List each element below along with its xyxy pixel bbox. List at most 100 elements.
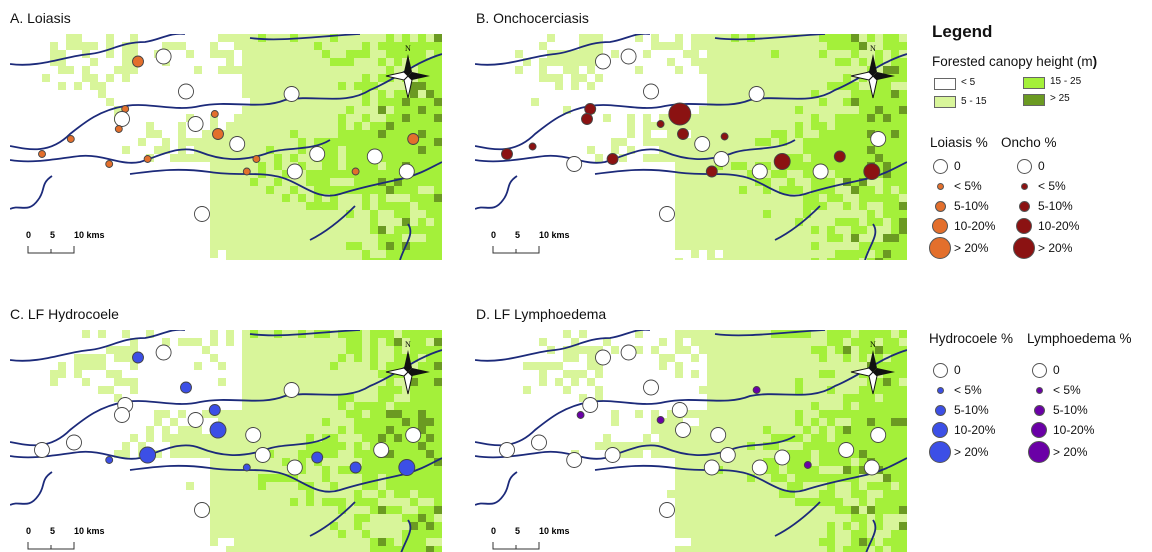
scale-bar-label: 10 kms (539, 230, 570, 240)
survey-site-marker (114, 111, 130, 127)
river-line (475, 471, 518, 506)
canopy-swatch-gt25 (1023, 94, 1045, 106)
survey-site-marker (595, 53, 611, 70)
canopy-label-5-15: 5 - 15 (961, 96, 987, 107)
north-arrow-icon: N (385, 340, 430, 395)
legend-class-label: < 5% (1038, 179, 1066, 193)
survey-site-marker (187, 412, 204, 428)
river-line (10, 139, 331, 164)
survey-site-marker (242, 463, 251, 472)
survey-site-marker (656, 416, 665, 424)
survey-site-marker (620, 344, 637, 361)
north-arrow-icon: N (850, 340, 895, 395)
survey-site-marker (351, 167, 360, 176)
survey-site-marker (105, 456, 114, 464)
survey-site-marker (209, 421, 227, 439)
legend-header-oncho: Oncho % (1001, 135, 1057, 150)
survey-site-marker (812, 163, 829, 180)
survey-site-marker (581, 113, 593, 125)
scale-bar: 0 5 10 kms (491, 526, 570, 550)
survey-site-marker (194, 502, 210, 518)
legend-symbol-lymphoedema (1028, 441, 1050, 463)
river-line (475, 34, 650, 66)
scale-bar-label: 10 kms (74, 526, 105, 536)
survey-site-marker (178, 83, 194, 100)
survey-site-marker (349, 461, 362, 474)
survey-site-marker (194, 206, 210, 222)
survey-site-marker (643, 83, 659, 100)
canopy-legend-title: Forested canopy height (m) (932, 54, 1098, 69)
river-line (714, 34, 826, 41)
river-line (475, 435, 796, 460)
survey-site-marker (713, 151, 730, 167)
panel-title-b: B. Onchocerciasis (476, 10, 589, 26)
survey-site-marker (803, 461, 812, 469)
river-line (10, 330, 185, 362)
survey-site-marker (863, 459, 880, 476)
legend-symbol-lymphoedema (1031, 362, 1047, 378)
survey-site-marker (582, 397, 599, 413)
survey-site-marker (694, 136, 711, 152)
river-line (10, 349, 442, 447)
survey-site-marker (105, 160, 114, 168)
river-line (10, 435, 331, 460)
scale-bar-label: 5 (50, 230, 55, 240)
survey-site-marker (212, 128, 224, 140)
survey-site-marker (311, 451, 324, 464)
survey-site-marker (254, 447, 271, 463)
panel-title-c: C. LF Hydrocoele (10, 306, 119, 322)
survey-site-marker (774, 449, 791, 466)
scale-bar-label: 0 (26, 230, 31, 240)
survey-site-marker (407, 133, 420, 145)
legend-class-label: < 5% (954, 383, 982, 397)
legend-class-label: > 20% (954, 445, 989, 459)
survey-site-marker (208, 404, 221, 416)
legend-class-label: 10-20% (954, 219, 996, 233)
map-panel-b: N 0 5 10 kms (475, 34, 907, 260)
survey-site-marker (863, 163, 881, 180)
survey-site-marker (838, 442, 855, 458)
river-line (249, 34, 361, 41)
survey-site-marker (283, 86, 300, 102)
scale-bar-label: 5 (515, 230, 520, 240)
river-line (10, 53, 442, 151)
survey-site-marker (528, 142, 537, 151)
survey-site-marker (366, 148, 383, 165)
legend-symbol-hydrocoele (929, 441, 951, 463)
canopy-label-gt25: > 25 (1050, 93, 1070, 104)
scale-bar: 0 5 10 kms (26, 230, 105, 254)
survey-site-marker (139, 446, 157, 464)
canopy-swatch-15-25 (1023, 77, 1045, 89)
scale-bar-label: 0 (491, 230, 496, 240)
survey-site-marker (114, 125, 123, 133)
legend-symbol-hydrocoele (932, 362, 948, 378)
survey-site-marker (286, 459, 303, 476)
legend-symbol-loiasis (936, 182, 944, 190)
legend-symbol-loiasis (932, 218, 948, 234)
legend-class-label: 5-10% (1038, 199, 1073, 213)
survey-site-marker (283, 382, 300, 398)
river-line (309, 501, 356, 537)
river-line (714, 330, 826, 337)
legend-symbol-hydrocoele (932, 422, 948, 438)
survey-site-marker (719, 447, 736, 463)
survey-site-marker (620, 48, 637, 65)
survey-site-marker (752, 386, 761, 394)
survey-site-marker (659, 502, 675, 518)
legend-symbol-lymphoedema (1031, 422, 1047, 438)
survey-site-marker (703, 459, 720, 476)
survey-site-marker (668, 102, 692, 126)
river-line (10, 175, 53, 210)
river-line (475, 175, 518, 210)
map-panel-c: N 0 5 10 kms (10, 330, 442, 552)
legend-symbol-oncho (1016, 158, 1032, 174)
survey-site-marker (584, 103, 597, 115)
survey-site-marker (643, 379, 659, 396)
survey-site-marker (34, 442, 50, 458)
survey-site-marker (748, 86, 765, 102)
canopy-swatch-5-15 (934, 96, 956, 108)
survey-site-marker (833, 150, 846, 163)
legend-class-label: 10-20% (1038, 219, 1080, 233)
river-line (400, 519, 412, 552)
survey-site-marker (398, 459, 416, 476)
